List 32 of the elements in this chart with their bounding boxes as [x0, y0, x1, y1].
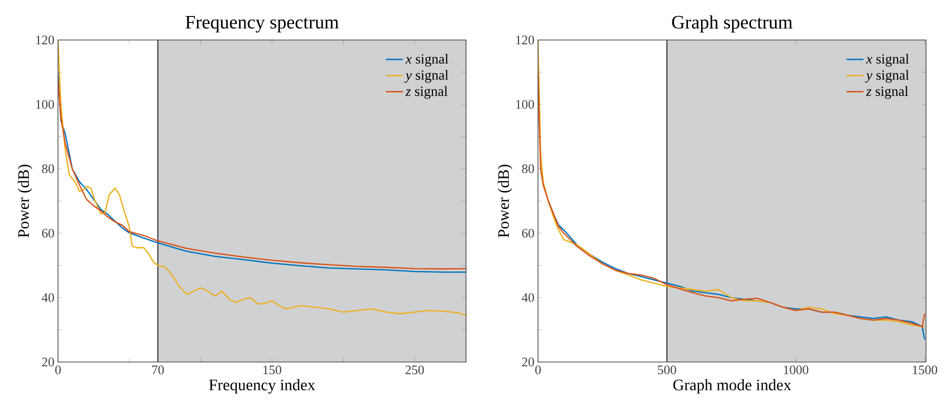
x-tick-label: 1500: [912, 366, 938, 374]
legend-label: z signal: [866, 86, 908, 99]
y-axis-title: Power (dB): [18, 164, 32, 238]
chart-title: Frequency spectrum: [186, 16, 339, 32]
x-axis-title: Frequency index: [209, 379, 316, 394]
x-axis-title: Graph mode index: [673, 379, 792, 394]
y-tick-label: 120: [516, 36, 534, 44]
legend-label: x signal: [405, 54, 448, 67]
y-tick-label: 60: [522, 228, 534, 238]
legend-label: z signal: [405, 86, 448, 99]
x-tick-label: 1000: [784, 366, 808, 374]
y-tick-label: 40: [42, 293, 54, 302]
legend-label: y signal: [404, 70, 448, 83]
y-axis-title: Power (dB): [498, 164, 512, 238]
y-tick-label: 20: [42, 358, 54, 366]
y-tick-label: 100: [516, 100, 534, 109]
x-tick-label: 0: [535, 366, 541, 374]
chart-title: Graph spectrum: [672, 15, 792, 32]
y-tick-label: 100: [36, 100, 54, 109]
x-tick-label: 500: [658, 366, 676, 374]
legend-label: y signal: [865, 70, 909, 83]
y-tick-label: 80: [522, 164, 534, 174]
x-tick-label: 150: [263, 366, 282, 374]
x-tick-label: 70: [152, 366, 164, 374]
legend-label: x signal: [866, 54, 909, 67]
y-tick-label: 40: [522, 293, 534, 302]
y-tick-label: 120: [36, 36, 54, 44]
y-tick-label: 20: [522, 358, 534, 366]
y-tick-label: 60: [42, 228, 54, 238]
y-tick-label: 80: [42, 164, 54, 174]
x-tick-label: 250: [406, 366, 424, 374]
x-tick-label: 0: [55, 366, 61, 374]
